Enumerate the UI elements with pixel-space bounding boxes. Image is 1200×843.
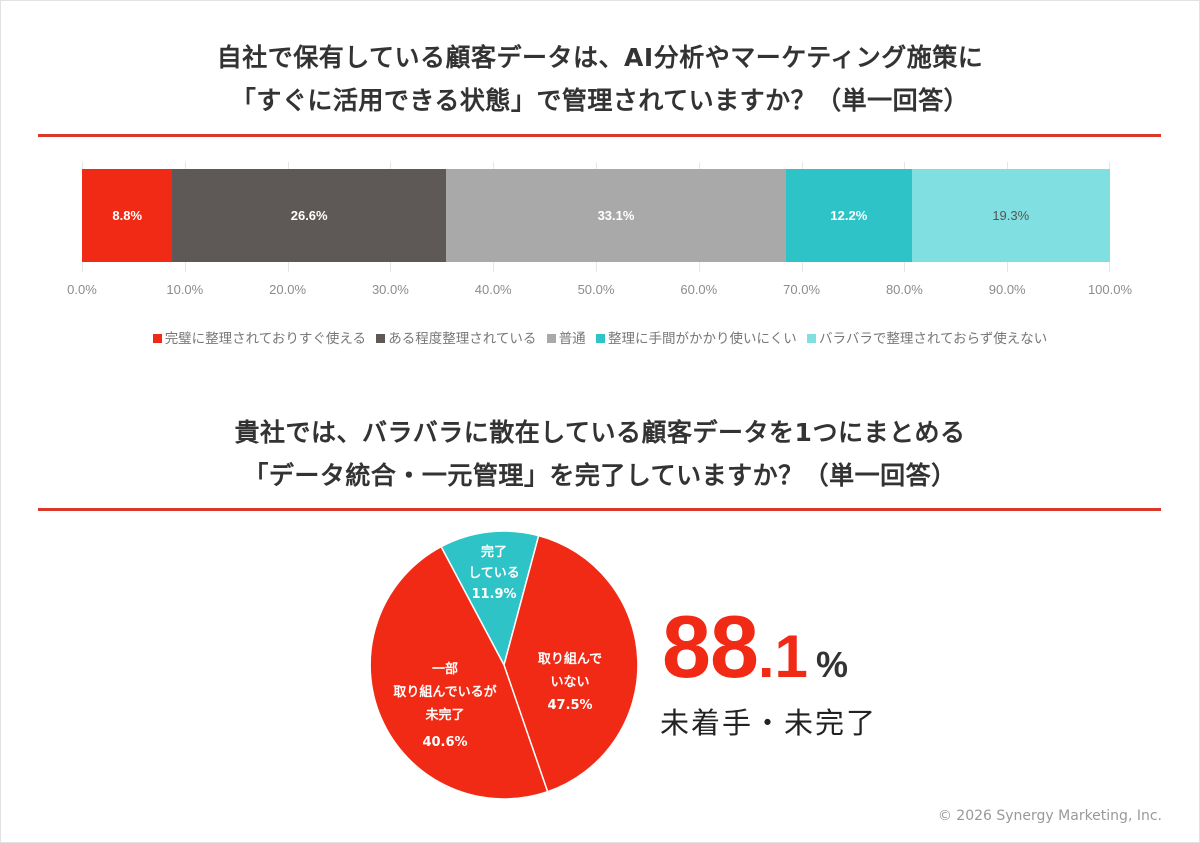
chart1-legend: 完璧に整理されておりすぐ使える ある程度整理されている 普通 整理に手間がかかり… [0, 327, 1200, 347]
pie-label-line: 取り組んでいるが [393, 685, 497, 700]
highlight-unit: % [815, 644, 848, 685]
pie-label-line: 未完了 [425, 708, 465, 723]
highlight-int: 88 [662, 597, 759, 696]
x-tick: 40.0% [474, 282, 512, 297]
x-tick: 60.0% [680, 282, 718, 297]
legend-swatch-icon [546, 334, 556, 343]
highlight-decimal: .1 [757, 623, 808, 690]
bar-label: 33.1% [597, 208, 635, 223]
x-tick: 0.0% [67, 282, 97, 297]
pie-slice-not-started [503, 534, 639, 793]
bar-segment-fully-organized: 8.8% [82, 169, 173, 262]
chart1-title: 自社で保有している顧客データは、AI分析やマーケティング施策に 「すぐに活用でき… [0, 36, 1200, 122]
bar-segment-neutral: 33.1% [445, 169, 787, 262]
bar-segment-hard-to-use: 12.2% [786, 169, 912, 262]
bar-label: 8.8% [112, 208, 143, 223]
legend-swatch-icon [152, 334, 162, 343]
pie-slice-partially-done [369, 545, 549, 800]
bar-segment-scattered: 19.3% [911, 169, 1110, 262]
pie-label-line: 一部 [431, 662, 458, 677]
pie-label-line: 取り組んで [537, 652, 603, 667]
bar-label: 19.3% [992, 208, 1030, 223]
legend-item: 整理に手間がかかり使いにくい [595, 327, 797, 347]
legend-label: 完璧に整理されておりすぐ使える [164, 331, 366, 347]
chart2-title: 貴社では、バラバラに散在している顧客データを1つにまとめる 「データ統合・一元管… [0, 411, 1200, 497]
pie-label-line: している [468, 566, 520, 581]
stacked-bar: 8.8% 26.6% 33.1% 12.2% 19.3% [82, 169, 1110, 262]
pie-slice-completed [440, 530, 540, 668]
pie-label-partially-done: 一部 取り組んでいるが 未完了 40.6% [380, 658, 510, 754]
legend-item: ある程度整理されている [376, 327, 536, 347]
highlight-percentage: 88.1% [662, 596, 848, 698]
stacked-bar-chart: 8.8% 26.6% 33.1% 12.2% 19.3% [82, 162, 1110, 272]
copyright: © 2026 Synergy Marketing, Inc. [937, 808, 1162, 824]
bar-segment-somewhat-organized: 26.6% [172, 169, 446, 262]
x-tick: 70.0% [783, 282, 821, 297]
bar-label: 26.6% [290, 208, 328, 223]
pie-label-completed: 完了 している 11.9% [453, 542, 535, 605]
legend-item: 普通 [546, 327, 586, 347]
pie-label-line: 47.5% [547, 698, 593, 713]
legend-label: 普通 [558, 331, 586, 347]
legend-swatch-icon [595, 334, 605, 343]
pie-label-line: 40.6% [422, 735, 468, 750]
legend-swatch-icon [376, 334, 386, 343]
legend-label: ある程度整理されている [388, 331, 537, 347]
pie-chart [369, 530, 639, 800]
pie-label-line: 11.9% [471, 587, 517, 602]
x-tick: 50.0% [577, 282, 615, 297]
highlight-caption: 未着手・未完了 [660, 706, 878, 740]
legend-item: バラバラで整理されておらず使えない [807, 327, 1047, 347]
chart1-divider [38, 134, 1161, 137]
legend-item: 完璧に整理されておりすぐ使える [152, 327, 366, 347]
bar-label: 12.2% [830, 208, 868, 223]
x-tick: 80.0% [885, 282, 923, 297]
pie-label-line: いない [550, 675, 590, 690]
x-tick: 30.0% [371, 282, 409, 297]
pie-label-line: 完了 [480, 545, 507, 560]
x-tick: 20.0% [269, 282, 307, 297]
chart2-divider [38, 508, 1161, 511]
legend-swatch-icon [807, 334, 817, 343]
legend-label: バラバラで整理されておらず使えない [819, 331, 1048, 347]
pie-label-not-started: 取り組んで いない 47.5% [520, 648, 620, 717]
x-tick: 100.0% [1087, 282, 1133, 297]
x-tick: 10.0% [166, 282, 204, 297]
legend-label: 整理に手間がかかり使いにくい [607, 331, 797, 347]
chart2-title-line2: 「データ統合・一元管理」を完了していますか？（単一回答） [243, 461, 957, 490]
chart1-title-line1: 自社で保有している顧客データは、AI分析やマーケティング施策に [216, 43, 984, 72]
x-tick: 90.0% [988, 282, 1026, 297]
chart1-title-line2: 「すぐに活用できる状態」で管理されていますか？（単一回答） [230, 86, 970, 115]
chart2-title-line1: 貴社では、バラバラに散在している顧客データを1つにまとめる [234, 418, 966, 447]
